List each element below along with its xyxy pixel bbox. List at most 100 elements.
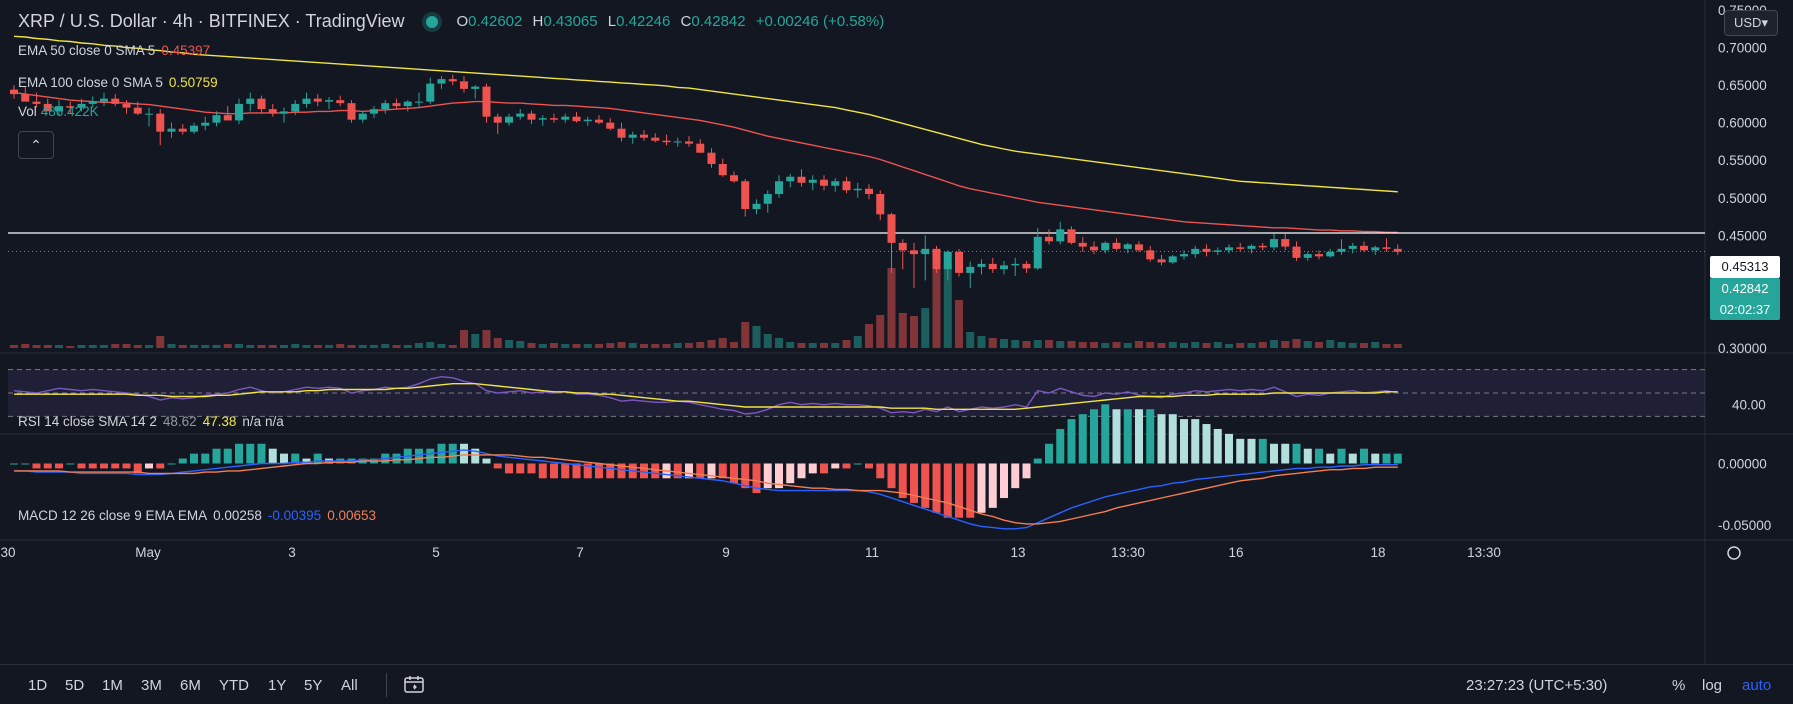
range-all-button[interactable]: All <box>341 677 358 694</box>
candle-body <box>201 122 210 126</box>
volume-legend[interactable]: Vol 486.422K <box>18 104 99 119</box>
macd-legend[interactable]: MACD 12 26 close 9 EMA EMA 0.00258 -0.0039… <box>18 508 376 523</box>
candle-body <box>1000 265 1008 270</box>
candle-body <box>55 106 63 112</box>
candle-body <box>1236 247 1245 249</box>
macd-histogram-bar <box>313 453 322 464</box>
percent-scale-toggle[interactable]: % <box>1672 677 1686 694</box>
macd-histogram-bar <box>853 463 862 465</box>
macd-histogram-bar <box>583 463 592 479</box>
macd-histogram-bar <box>640 463 648 479</box>
macd-histogram-bar <box>1236 438 1245 464</box>
candle-body <box>955 251 963 273</box>
volume-bar <box>572 344 581 348</box>
candle-body <box>1135 244 1143 251</box>
range-3m-button[interactable]: 3M <box>141 677 162 694</box>
volume-bar <box>673 343 682 348</box>
volume-bar <box>1213 342 1222 348</box>
macd-line <box>14 449 1398 530</box>
volume-bar <box>921 308 930 348</box>
auto-scale-toggle[interactable]: auto <box>1742 677 1772 694</box>
volume-bar <box>381 344 390 348</box>
volume-bar <box>10 345 18 348</box>
candle-body <box>1078 242 1087 247</box>
candle-body <box>1393 248 1402 252</box>
macd-histogram-bar <box>1258 438 1267 464</box>
time-tick-label: 7 <box>576 545 584 560</box>
candle-body <box>21 94 30 102</box>
volume-bar <box>1123 343 1132 348</box>
candle-body <box>122 103 131 108</box>
macd-histogram-bar <box>865 463 873 469</box>
candle-body <box>1382 247 1391 249</box>
volume-bar <box>1078 342 1087 348</box>
range-5d-button[interactable]: 5D <box>65 677 85 694</box>
volume-bar <box>1033 340 1042 348</box>
macd-histogram-bar <box>1033 458 1042 464</box>
macd-histogram-bar <box>1303 448 1312 464</box>
macd-histogram-bar <box>212 448 221 464</box>
macd-histogram-bar <box>550 463 558 479</box>
ema50-legend[interactable]: EMA 50 close 0 SMA 5 0.45397 <box>18 43 210 58</box>
macd-histogram-bar <box>1213 428 1222 464</box>
volume-bar <box>325 345 333 348</box>
range-1y-button[interactable]: 1Y <box>268 677 287 694</box>
candle-body <box>1348 245 1357 249</box>
trading-chart[interactable]: 0.750000.700000.650000.600000.550000.500… <box>0 0 1793 664</box>
macd-histogram-bar <box>775 463 783 489</box>
volume-bar <box>932 260 941 348</box>
macd-histogram-bar <box>1382 453 1391 464</box>
macd-histogram-bar <box>1146 409 1155 464</box>
ema50-line <box>13 91 1398 234</box>
candle-body <box>381 103 390 110</box>
candle-body <box>662 140 671 143</box>
macd-label: MACD 12 26 close 9 EMA EMA <box>18 508 208 523</box>
currency-select[interactable]: USD▾ <box>1724 10 1778 36</box>
volume-bar <box>763 334 772 348</box>
volume-bar <box>752 326 761 348</box>
candle-body <box>145 113 153 115</box>
range-5y-button[interactable]: 5Y <box>304 677 323 694</box>
settings-gear-icon[interactable] <box>1727 546 1741 560</box>
range-6m-button[interactable]: 6M <box>180 677 201 694</box>
candle-body <box>775 181 783 195</box>
macd-histogram-bar <box>876 463 885 479</box>
bottom-toolbar: 1D 5D 1M 3M 6M YTD 1Y 5Y All 23:27:23 (U… <box>0 664 1793 704</box>
candle-body <box>831 181 840 186</box>
candle-body <box>932 248 941 270</box>
candle-body <box>876 194 885 215</box>
candle-body <box>786 176 795 182</box>
candle-body <box>325 100 333 102</box>
ema100-legend[interactable]: EMA 100 close 0 SMA 5 0.50759 <box>18 75 218 90</box>
volume-bar <box>898 313 907 348</box>
collapse-legend-button[interactable]: ⌃ <box>18 131 54 159</box>
macd-histogram-bar <box>145 463 153 469</box>
macd-histogram-bar <box>1022 463 1031 479</box>
range-1d-button[interactable]: 1D <box>28 677 48 694</box>
time-tick-label: 3 <box>288 545 296 560</box>
candle-body <box>1045 236 1053 242</box>
macd-histogram-bar <box>595 463 603 479</box>
candle-body <box>1270 239 1278 248</box>
macd-histogram-bar <box>887 463 896 489</box>
rsi-legend[interactable]: RSI 14 close SMA 14 2 48.62 47.38 n/a n/a <box>18 414 284 429</box>
macd-histogram-bar <box>1202 424 1211 464</box>
range-1m-button[interactable]: 1M <box>102 677 123 694</box>
volume-bar <box>820 343 828 348</box>
macd-histogram-bar <box>55 463 63 469</box>
calendar-icon[interactable] <box>404 675 424 693</box>
candle-body <box>617 128 626 138</box>
volume-value: 486.422K <box>40 104 99 119</box>
log-scale-toggle[interactable]: log <box>1702 677 1723 694</box>
macd-histogram-bar <box>1112 409 1121 464</box>
candle-body <box>1247 245 1256 249</box>
symbol-title[interactable]: XRP / U.S. Dollar · 4h · BITFINEX · Trad… <box>18 11 405 31</box>
macd-histogram-bar <box>43 463 52 469</box>
ema50-label: EMA 50 close 0 SMA 5 <box>18 43 156 58</box>
macd-histogram-bar <box>842 463 851 469</box>
range-ytd-button[interactable]: YTD <box>219 677 249 694</box>
macd-histogram-bar <box>1090 409 1098 464</box>
ohlc-value: 0.42246 <box>616 13 671 30</box>
price-tick-label: 0.55000 <box>1718 153 1767 168</box>
timezone-clock[interactable]: 23:27:23 (UTC+5:30) <box>1466 677 1608 694</box>
